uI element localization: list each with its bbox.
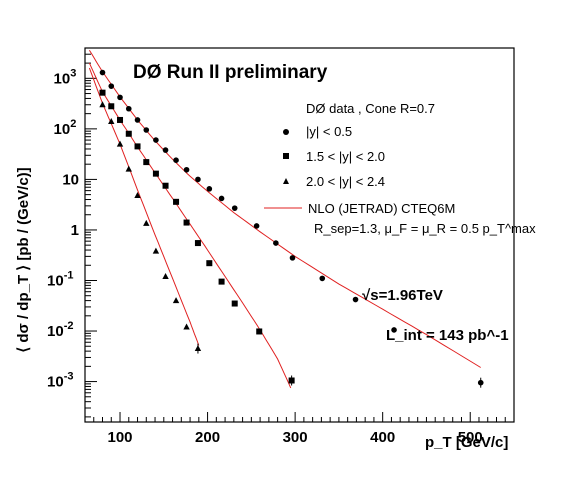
data-point-series-1	[153, 137, 159, 143]
legend-series-3: 2.0 < |y| < 2.4	[306, 174, 385, 189]
y-tick-label: 102	[54, 118, 77, 138]
data-point-series-1	[99, 69, 106, 76]
data-point-series-2	[152, 170, 159, 177]
data-point-series-3	[108, 117, 115, 124]
data-point-series-1	[173, 157, 179, 163]
legend-marker-triangle	[283, 178, 289, 184]
data-point-series-3	[99, 101, 106, 108]
data-point-series-1	[218, 195, 225, 202]
data-point-series-1	[289, 255, 296, 261]
data-point-series-2	[218, 278, 225, 285]
y-tick-label: 10-1	[47, 269, 73, 289]
legend-series-2: 1.5 < |y| < 2.0	[306, 149, 385, 164]
x-tick-label: 200	[195, 429, 220, 446]
data-point-series-3	[143, 219, 150, 226]
data-point-series-1	[352, 296, 359, 303]
data-point-series-2	[173, 198, 180, 205]
data-point-series-1	[183, 166, 190, 173]
legend-rsep-annotation: R_sep=1.3, μ_F = μ_R = 0.5 p_T^max	[314, 221, 536, 236]
legend-marker-circle	[283, 129, 289, 135]
data-point-series-2	[206, 260, 213, 267]
data-point-series-3	[134, 192, 141, 199]
y-tick-label: 10	[62, 171, 79, 188]
fit-curve-1	[88, 49, 481, 368]
x-tick-label: 100	[108, 429, 133, 446]
data-point-series-1	[319, 275, 326, 282]
data-point-series-1	[143, 127, 150, 133]
data-point-series-3	[183, 323, 190, 330]
y-tick-label: 10-3	[47, 371, 73, 391]
data-point-series-2	[162, 182, 169, 189]
energy-annotation: √s=1.96TeV	[362, 287, 443, 304]
data-point-series-1	[253, 223, 260, 229]
data-point-series-1	[231, 205, 238, 211]
data-point-series-1	[391, 327, 397, 333]
fit-curve-3	[88, 67, 200, 346]
legend: DØ data , Cone R=0.7 |y| < 0.5 1.5 < |y|…	[264, 101, 536, 236]
data-point-series-1	[134, 117, 141, 123]
legend-marker-square	[283, 153, 289, 159]
data-point-series-3	[162, 272, 169, 279]
y-tick-label: 10-2	[47, 320, 73, 340]
fit-curve-2	[88, 62, 292, 389]
y-axis-title: ⟨ dσ / dp_T ⟩ [pb / (GeV/c)]	[15, 167, 32, 352]
data-point-series-1	[117, 94, 123, 101]
data-point-series-1	[125, 105, 132, 112]
data-point-series-1	[108, 83, 115, 89]
data-point-series-2	[125, 130, 132, 137]
legend-series-1: |y| < 0.5	[306, 124, 352, 139]
data-point-series-2	[143, 159, 150, 166]
chart-title: DØ Run II preliminary	[133, 62, 328, 83]
data-point-series-2	[99, 89, 106, 96]
x-tick-label: 500	[458, 429, 483, 446]
legend-header: DØ data , Cone R=0.7	[306, 101, 435, 116]
data-point-series-3	[152, 247, 160, 254]
x-axis-title: p_T [GeV/c]	[425, 434, 508, 451]
data-point-series-1	[162, 147, 169, 153]
data-point-series-2	[194, 240, 201, 247]
y-tick-label: 103	[54, 67, 77, 87]
data-point-series-2	[183, 219, 190, 226]
x-tick-label: 400	[370, 429, 395, 446]
data-point-series-2	[231, 300, 238, 307]
data-point-series-1	[273, 240, 279, 246]
data-point-series-2	[256, 328, 263, 335]
legend-fit-label: NLO (JETRAD) CTEQ6M	[308, 201, 455, 216]
data-point-series-2	[108, 103, 115, 110]
data-point-series-3	[172, 297, 180, 304]
y-tick-label: 1	[71, 222, 79, 239]
data-point-series-1	[195, 176, 201, 183]
data-point-series-2	[117, 116, 124, 123]
luminosity-annotation: L_int = 143 pb^-1	[386, 327, 509, 344]
x-tick-label: 300	[283, 429, 308, 446]
data-points	[99, 69, 484, 388]
data-point-series-3	[116, 140, 124, 147]
data-point-series-3	[125, 165, 132, 172]
data-point-series-2	[134, 143, 141, 150]
data-point-series-1	[206, 186, 213, 192]
